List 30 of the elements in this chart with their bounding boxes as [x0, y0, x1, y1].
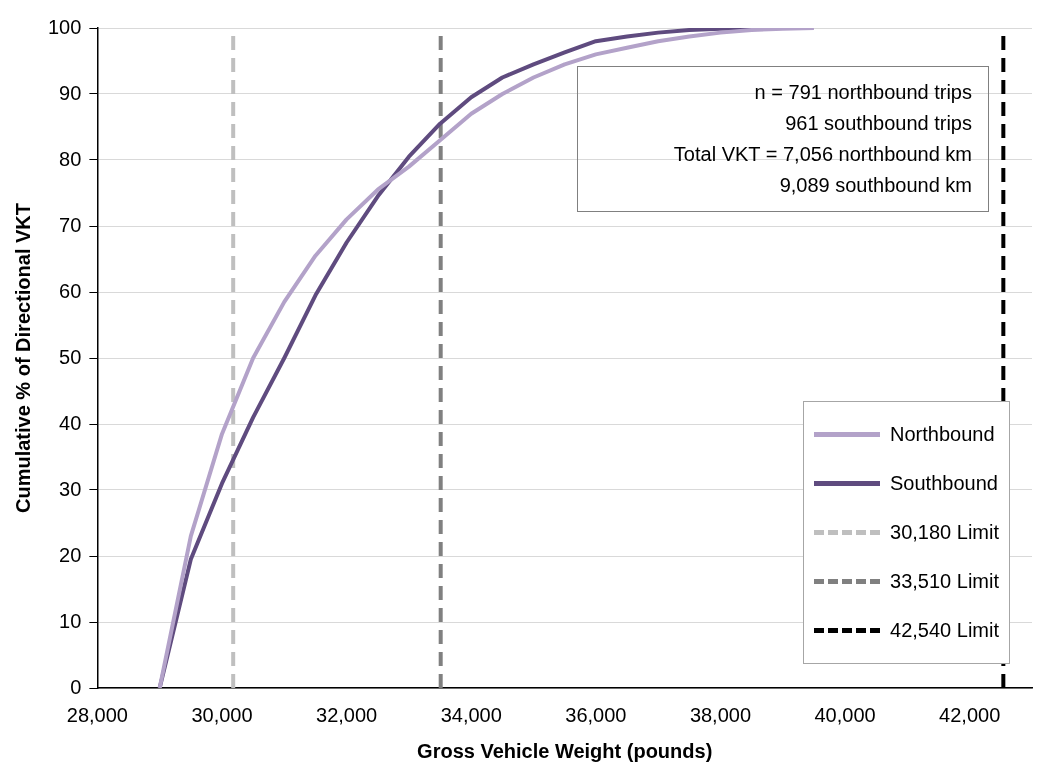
y-tick-label: 90 [59, 81, 82, 104]
y-tick-label: 50 [59, 345, 82, 368]
legend-label: 30,180 Limit [890, 521, 999, 544]
legend-label: 42,540 Limit [890, 619, 999, 642]
y-axis-title: Cumulative % of Directional VKT [11, 202, 34, 514]
x-tick-label: 36,000 [565, 703, 627, 726]
legend-label: 33,510 Limit [890, 570, 999, 593]
y-tick-label: 80 [59, 147, 82, 170]
x-tick-label: 42,000 [939, 703, 1001, 726]
x-tick-label: 28,000 [66, 703, 128, 726]
x-tick-label: 40,000 [814, 703, 876, 726]
legend-label: Northbound [890, 423, 995, 446]
annotation: 961 southbound trips [784, 111, 972, 136]
x-tick-label: 32,000 [316, 703, 378, 726]
legend-label: Southbound [890, 472, 998, 495]
y-tick-label: 30 [59, 477, 82, 500]
y-tick-label: 70 [59, 213, 82, 236]
x-axis-title: Gross Vehicle Weight (pounds) [417, 739, 713, 762]
y-tick-label: 10 [59, 609, 82, 632]
x-tick-label: 34,000 [440, 703, 502, 726]
annotation: 9,089 southbound km [778, 173, 972, 198]
x-tick-label: 38,000 [689, 703, 752, 726]
y-tick-label: 100 [47, 15, 82, 38]
y-tick-label: 20 [59, 543, 82, 566]
annotation: n = 791 northbound trips [753, 80, 972, 105]
x-tick-label: 30,000 [191, 703, 253, 726]
y-tick-label: 0 [70, 675, 82, 698]
annotation: Total VKT = 7,056 northbound km [672, 142, 972, 167]
y-tick-label: 40 [59, 411, 82, 434]
y-tick-label: 60 [59, 279, 82, 302]
